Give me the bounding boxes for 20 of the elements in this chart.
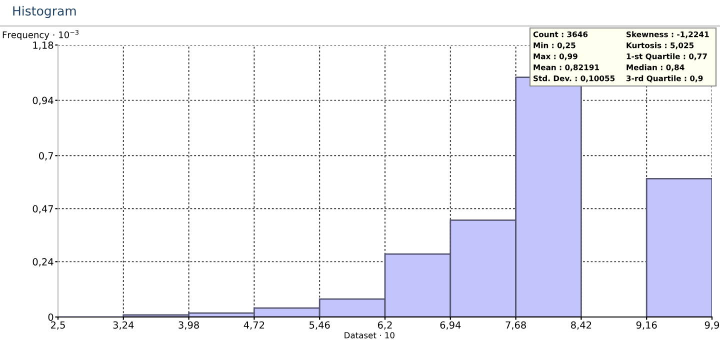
x-tick-label: 5,46 [310,321,330,330]
y-tick-label: 1,18 [33,41,54,50]
chart-title: Histogram [13,6,76,18]
x-tick-label: 6,94 [440,321,461,330]
y-tick-label: 0,47 [32,205,54,214]
x-tick-label: 3,98 [178,321,199,330]
x-tick-label: 6,2 [378,321,392,330]
y-tick-label: 0,7 [39,152,54,160]
x-tick-label: 4,72 [244,321,264,330]
x-tick-label: 3,24 [113,321,134,330]
y-axis-title: Frequency · 10$^{−3}$ [2,30,78,40]
x-tick-label: 9,16 [636,321,657,330]
x-axis-title: Dataset · 10 [344,332,394,338]
y-tick-label: 0,24 [32,258,54,266]
x-tick-label: 7,68 [506,321,526,330]
y-tick-label: 0 [48,313,54,321]
x-tick-label: 9,9 [704,321,720,330]
x-tick-label: 2,5 [50,321,65,330]
y-tick-label: 0,94 [32,96,54,106]
x-tick-label: 8,42 [571,321,592,330]
